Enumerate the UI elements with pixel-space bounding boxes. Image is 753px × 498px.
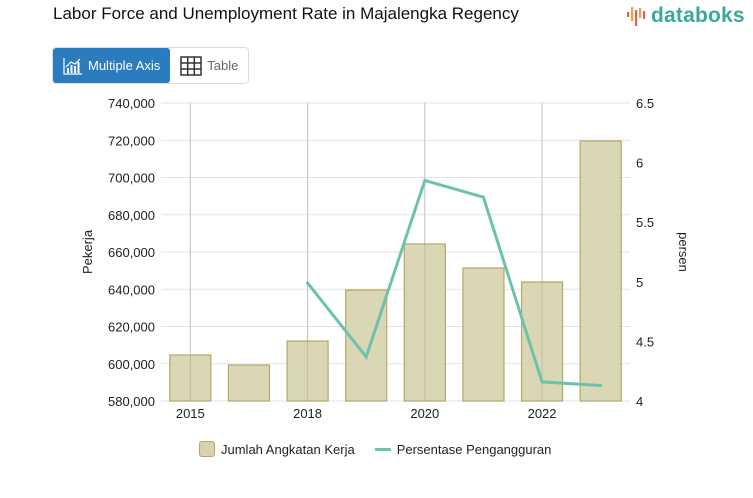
x-tick-label: 2022 (528, 406, 557, 421)
multiple-axis-chart-icon (63, 57, 82, 75)
left-tick-label: 580,000 (108, 394, 155, 409)
line-swatch-icon (374, 447, 391, 451)
databoks-bars-icon (627, 7, 646, 26)
x-tick-label: 2018 (293, 406, 322, 421)
bar-swatch-icon (199, 441, 215, 457)
unemployment-line (306, 178, 601, 388)
bar-2023 (579, 140, 622, 402)
line-point-2022 (540, 380, 544, 384)
right-tick-label: 6 (636, 156, 643, 171)
x-tick-label: 2020 (410, 406, 439, 421)
right-axis-label: persen (676, 232, 691, 272)
left-tick-label: 740,000 (108, 96, 155, 111)
multiple-axis-button[interactable]: Multiple Axis (53, 48, 171, 83)
logo-text: databoks (651, 4, 745, 27)
legend-label-bar: Jumlah Angkatan Kerja (221, 441, 355, 457)
line-point-2021 (481, 195, 485, 199)
x-tick-label: 2015 (176, 406, 205, 421)
left-tick-label: 700,000 (108, 171, 155, 186)
bar-2020 (403, 243, 446, 402)
view-toggle: Multiple Axis Table (52, 47, 250, 84)
line-point-2018 (306, 281, 310, 285)
table-grid-icon (180, 55, 202, 76)
legend-label-line: Persentase Pengangguran (396, 441, 552, 457)
left-tick-label: 640,000 (108, 282, 155, 297)
left-axis-label: Pekerja (80, 229, 95, 274)
left-axis: 580,000 600,000 620,000 640,000 660,000 680,0… (108, 96, 155, 409)
databoks-logo[interactable]: databoks (626, 2, 745, 30)
right-tick-label: 5 (636, 275, 643, 290)
bar-2017 (227, 364, 271, 402)
bar-2015 (169, 354, 212, 402)
line-point-2019 (364, 355, 368, 359)
bar-2019 (345, 289, 388, 402)
bar-2018 (286, 340, 329, 402)
bar-series (169, 103, 622, 402)
line-point-2020 (423, 178, 427, 182)
legend: Jumlah Angkatan Kerja Persentase Pengang… (199, 441, 571, 457)
right-axis: 4 4.5 5 5.5 6 6.5 (636, 96, 654, 409)
multiple-axis-label: Multiple Axis (88, 58, 161, 73)
left-tick-label: 600,000 (108, 357, 155, 372)
table-label: Table (207, 58, 239, 73)
right-tick-label: 4.5 (636, 334, 654, 349)
chart-title: Labor Force and Unemployment Rate in Maj… (53, 4, 519, 23)
legend-item-bar[interactable]: Jumlah Angkatan Kerja (199, 441, 355, 457)
right-tick-label: 5.5 (636, 215, 654, 230)
right-tick-label: 6.5 (636, 96, 654, 111)
legend-item-line[interactable]: Persentase Pengangguran (374, 441, 552, 457)
line-series (306, 178, 603, 388)
left-tick-label: 720,000 (108, 133, 155, 148)
x-axis: 2015 2018 2020 2022 (176, 406, 557, 421)
line-point-2023 (599, 384, 603, 388)
left-tick-label: 620,000 (108, 320, 155, 335)
left-tick-label: 680,000 (108, 208, 155, 223)
bar-2021 (462, 267, 505, 402)
left-tick-label: 660,000 (108, 245, 155, 260)
right-tick-label: 4 (636, 394, 643, 409)
table-button[interactable]: Table (170, 48, 248, 83)
